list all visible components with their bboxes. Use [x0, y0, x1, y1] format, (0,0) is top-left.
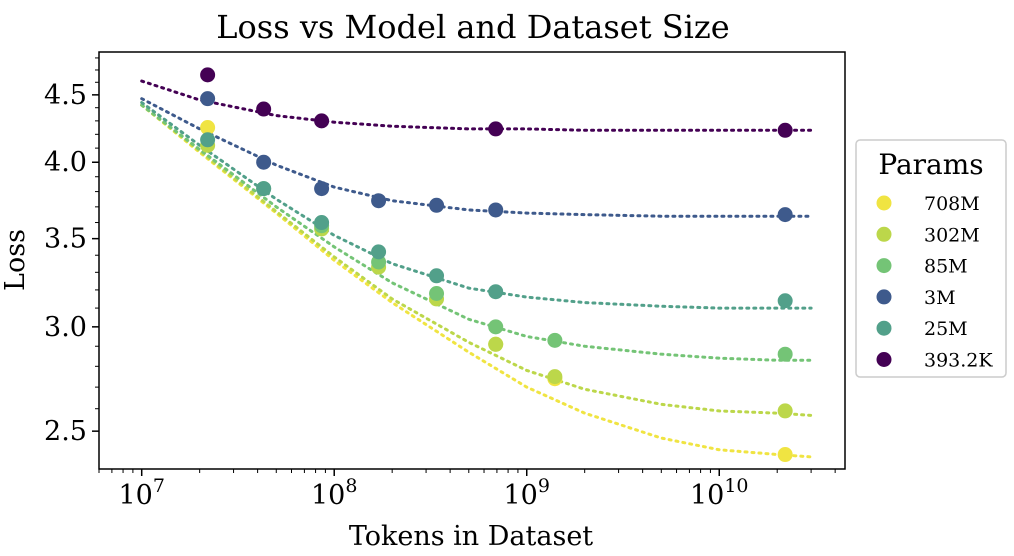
legend-label-4: 25M: [924, 318, 968, 340]
data-point-2-4: [488, 319, 504, 335]
data-point-5-3: [488, 121, 504, 137]
data-point-2-5: [547, 332, 563, 348]
x-tick-label-0: 107: [118, 475, 164, 511]
y-axis-ticks: 2.5 3.0 3.5 4.0 4.5: [44, 57, 99, 447]
data-point-1-6: [777, 403, 793, 419]
y-tick-label-2: 3.5: [44, 224, 87, 255]
fit-line-1: [140, 103, 813, 417]
data-point-2-6: [777, 346, 793, 362]
data-point-5-2: [314, 113, 330, 129]
legend-label-2: 85M: [924, 256, 968, 278]
y-tick-label-4: 4.5: [44, 80, 87, 111]
legend-marker-5: [876, 352, 892, 367]
fit-line-2: [140, 103, 813, 362]
fit-line-3: [140, 97, 813, 218]
data-point-3-1: [256, 154, 272, 170]
plot-frame: [98, 51, 846, 470]
data-point-0-3: [777, 447, 793, 463]
legend-marker-1: [876, 226, 892, 242]
x-axis-label: Tokens in Dataset: [349, 521, 593, 552]
legend-marker-0: [876, 195, 892, 211]
y-tick-label-1: 3.0: [44, 312, 87, 343]
legend-frame: [855, 139, 1007, 378]
legend-title: Params: [878, 148, 983, 181]
fit-line-5: [140, 79, 813, 132]
legend-items: 708M 302M 85M 3M 25M 393.2K: [876, 193, 993, 372]
data-point-5-4: [777, 122, 793, 138]
data-point-4-4: [429, 268, 445, 284]
data-point-3-3: [371, 193, 387, 209]
data-point-4-2: [314, 215, 330, 231]
data-points: [200, 67, 793, 463]
data-point-4-5: [488, 284, 504, 300]
data-point-4-6: [777, 293, 793, 309]
chart-title: Loss vs Model and Dataset Size: [216, 8, 729, 46]
legend: Params 708M 302M 85M 3M 25M 393.2K: [855, 139, 1007, 378]
data-point-3-6: [777, 207, 793, 223]
data-point-3-4: [429, 197, 445, 213]
data-point-4-1: [256, 181, 272, 197]
fit-line-4: [140, 101, 813, 310]
data-point-0-0: [200, 120, 216, 136]
fit-line-0: [140, 103, 813, 459]
legend-marker-4: [876, 320, 892, 336]
data-point-5-1: [256, 101, 272, 117]
fit-lines: [140, 79, 813, 459]
data-point-2-3: [429, 286, 445, 301]
data-point-4-0: [200, 132, 216, 148]
legend-marker-2: [876, 258, 892, 274]
y-axis-label: Loss: [0, 229, 31, 291]
data-point-1-5: [547, 369, 563, 385]
data-point-3-0: [200, 91, 216, 107]
legend-label-1: 302M: [924, 224, 980, 246]
data-point-3-5: [488, 202, 504, 218]
data-point-3-2: [314, 181, 330, 197]
data-point-1-4: [488, 336, 504, 352]
x-tick-label-3: 1010: [690, 475, 749, 511]
legend-label-3: 3M: [924, 287, 956, 309]
legend-marker-3: [876, 289, 892, 305]
y-tick-label-0: 2.5: [44, 416, 87, 447]
x-tick-label-1: 108: [311, 475, 357, 511]
x-axis-ticks: 107 108 109 1010: [98, 469, 836, 511]
legend-label-5: 393.2K: [924, 350, 993, 372]
data-point-5-0: [200, 67, 216, 83]
x-tick-label-2: 109: [504, 475, 550, 511]
y-tick-label-3: 4.0: [44, 147, 87, 178]
legend-label-0: 708M: [924, 193, 980, 215]
data-point-4-3: [371, 244, 387, 260]
